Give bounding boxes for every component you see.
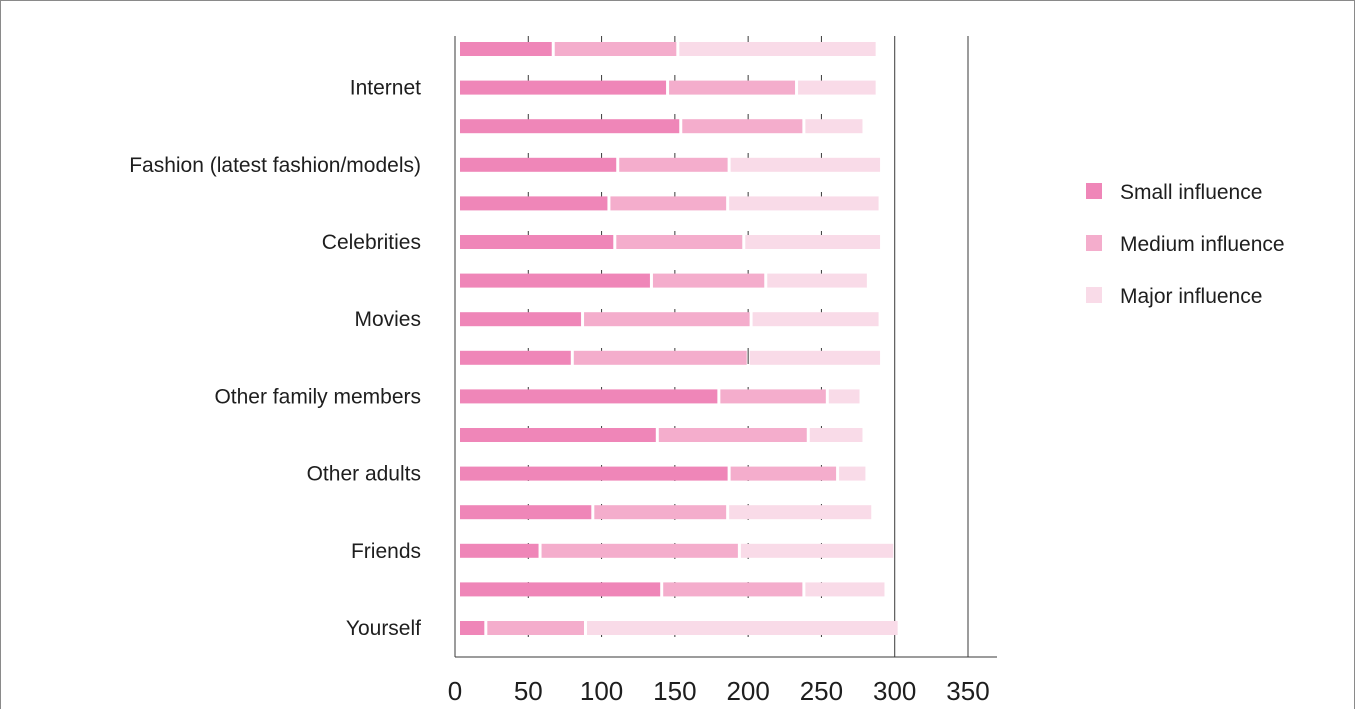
- bar-segment: [745, 235, 881, 249]
- bar-segment: [729, 196, 879, 211]
- x-axis: 0 50 100 150 200 250 300 350: [448, 36, 997, 706]
- x-tick-label: 100: [580, 676, 623, 706]
- bar-segment: [460, 350, 571, 365]
- legend-swatch: [1086, 287, 1102, 303]
- bar-segment: [460, 466, 728, 481]
- bar-segment: [752, 312, 879, 327]
- bar-segment: [767, 273, 867, 288]
- legend-label: Small influence: [1120, 181, 1262, 204]
- x-tick-label: 300: [873, 676, 916, 706]
- legend-label: Medium influence: [1120, 233, 1285, 256]
- bar-segment: [460, 505, 592, 520]
- bar-segment: [805, 582, 885, 597]
- bar-segment: [460, 119, 680, 134]
- x-tick-label: 150: [653, 676, 696, 706]
- bar-segment: [586, 621, 898, 635]
- bar-segment: [460, 389, 718, 404]
- legend-swatch: [1086, 183, 1102, 199]
- bar-segment: [487, 621, 584, 635]
- bar-segment: [460, 621, 485, 635]
- bar-segment: [460, 235, 614, 249]
- x-tick-label: 250: [800, 676, 843, 706]
- bar-segment: [460, 582, 661, 597]
- bar-segment: [619, 157, 728, 172]
- bar-segment: [805, 119, 863, 134]
- bar-segment: [460, 42, 552, 56]
- category-label: Friends: [351, 540, 421, 563]
- bar-segment: [669, 80, 796, 95]
- bar-segment: [554, 42, 677, 56]
- bar-segment: [828, 389, 860, 404]
- category-label: Internet: [350, 77, 421, 100]
- bar-segment: [720, 389, 826, 404]
- bar-segment: [460, 543, 539, 558]
- bar-segment: [460, 273, 650, 288]
- bar-segment: [541, 543, 738, 558]
- category-label: Yourself: [346, 617, 421, 640]
- bars: [460, 42, 898, 635]
- bar-segment: [730, 157, 881, 172]
- bar-segment: [839, 466, 866, 481]
- bar-segment: [584, 312, 750, 327]
- category-label: Fashion (latest fashion/models): [129, 154, 421, 177]
- bar-segment: [682, 119, 803, 134]
- bar-segment: [652, 273, 765, 288]
- bar-segment: [460, 80, 667, 95]
- legend-label: Major influence: [1120, 285, 1262, 308]
- bar-segment: [740, 543, 894, 558]
- bar-segment: [809, 428, 863, 442]
- x-tick-label: 200: [726, 676, 769, 706]
- legend: Small influence Medium influence Major inf…: [1086, 181, 1285, 308]
- bar-segment: [573, 350, 747, 365]
- bar-segment: [658, 428, 807, 442]
- x-tick-label: 350: [946, 676, 989, 706]
- bar-segment: [460, 312, 582, 327]
- category-labels: Internet Fashion (latest fashion/models) C…: [129, 77, 421, 640]
- category-label: Other adults: [307, 463, 421, 486]
- bar-segment: [594, 505, 727, 520]
- bar-segment: [616, 235, 743, 249]
- bar-segment: [729, 505, 872, 520]
- bar-segment: [663, 582, 803, 597]
- x-tick-label: 50: [514, 676, 543, 706]
- category-label: Other family members: [214, 385, 421, 408]
- bar-segment: [460, 428, 656, 442]
- category-label: Celebrities: [322, 231, 421, 254]
- bar-segment: [610, 196, 727, 211]
- bar-segment: [730, 466, 837, 481]
- bar-segment: [679, 42, 876, 56]
- bar-segment: [798, 80, 876, 95]
- bar-segment: [460, 196, 608, 211]
- legend-swatch: [1086, 235, 1102, 251]
- bar-segment: [749, 350, 881, 365]
- bar-segment: [460, 157, 617, 172]
- x-tick-label: 0: [448, 676, 462, 706]
- category-label: Movies: [354, 308, 421, 331]
